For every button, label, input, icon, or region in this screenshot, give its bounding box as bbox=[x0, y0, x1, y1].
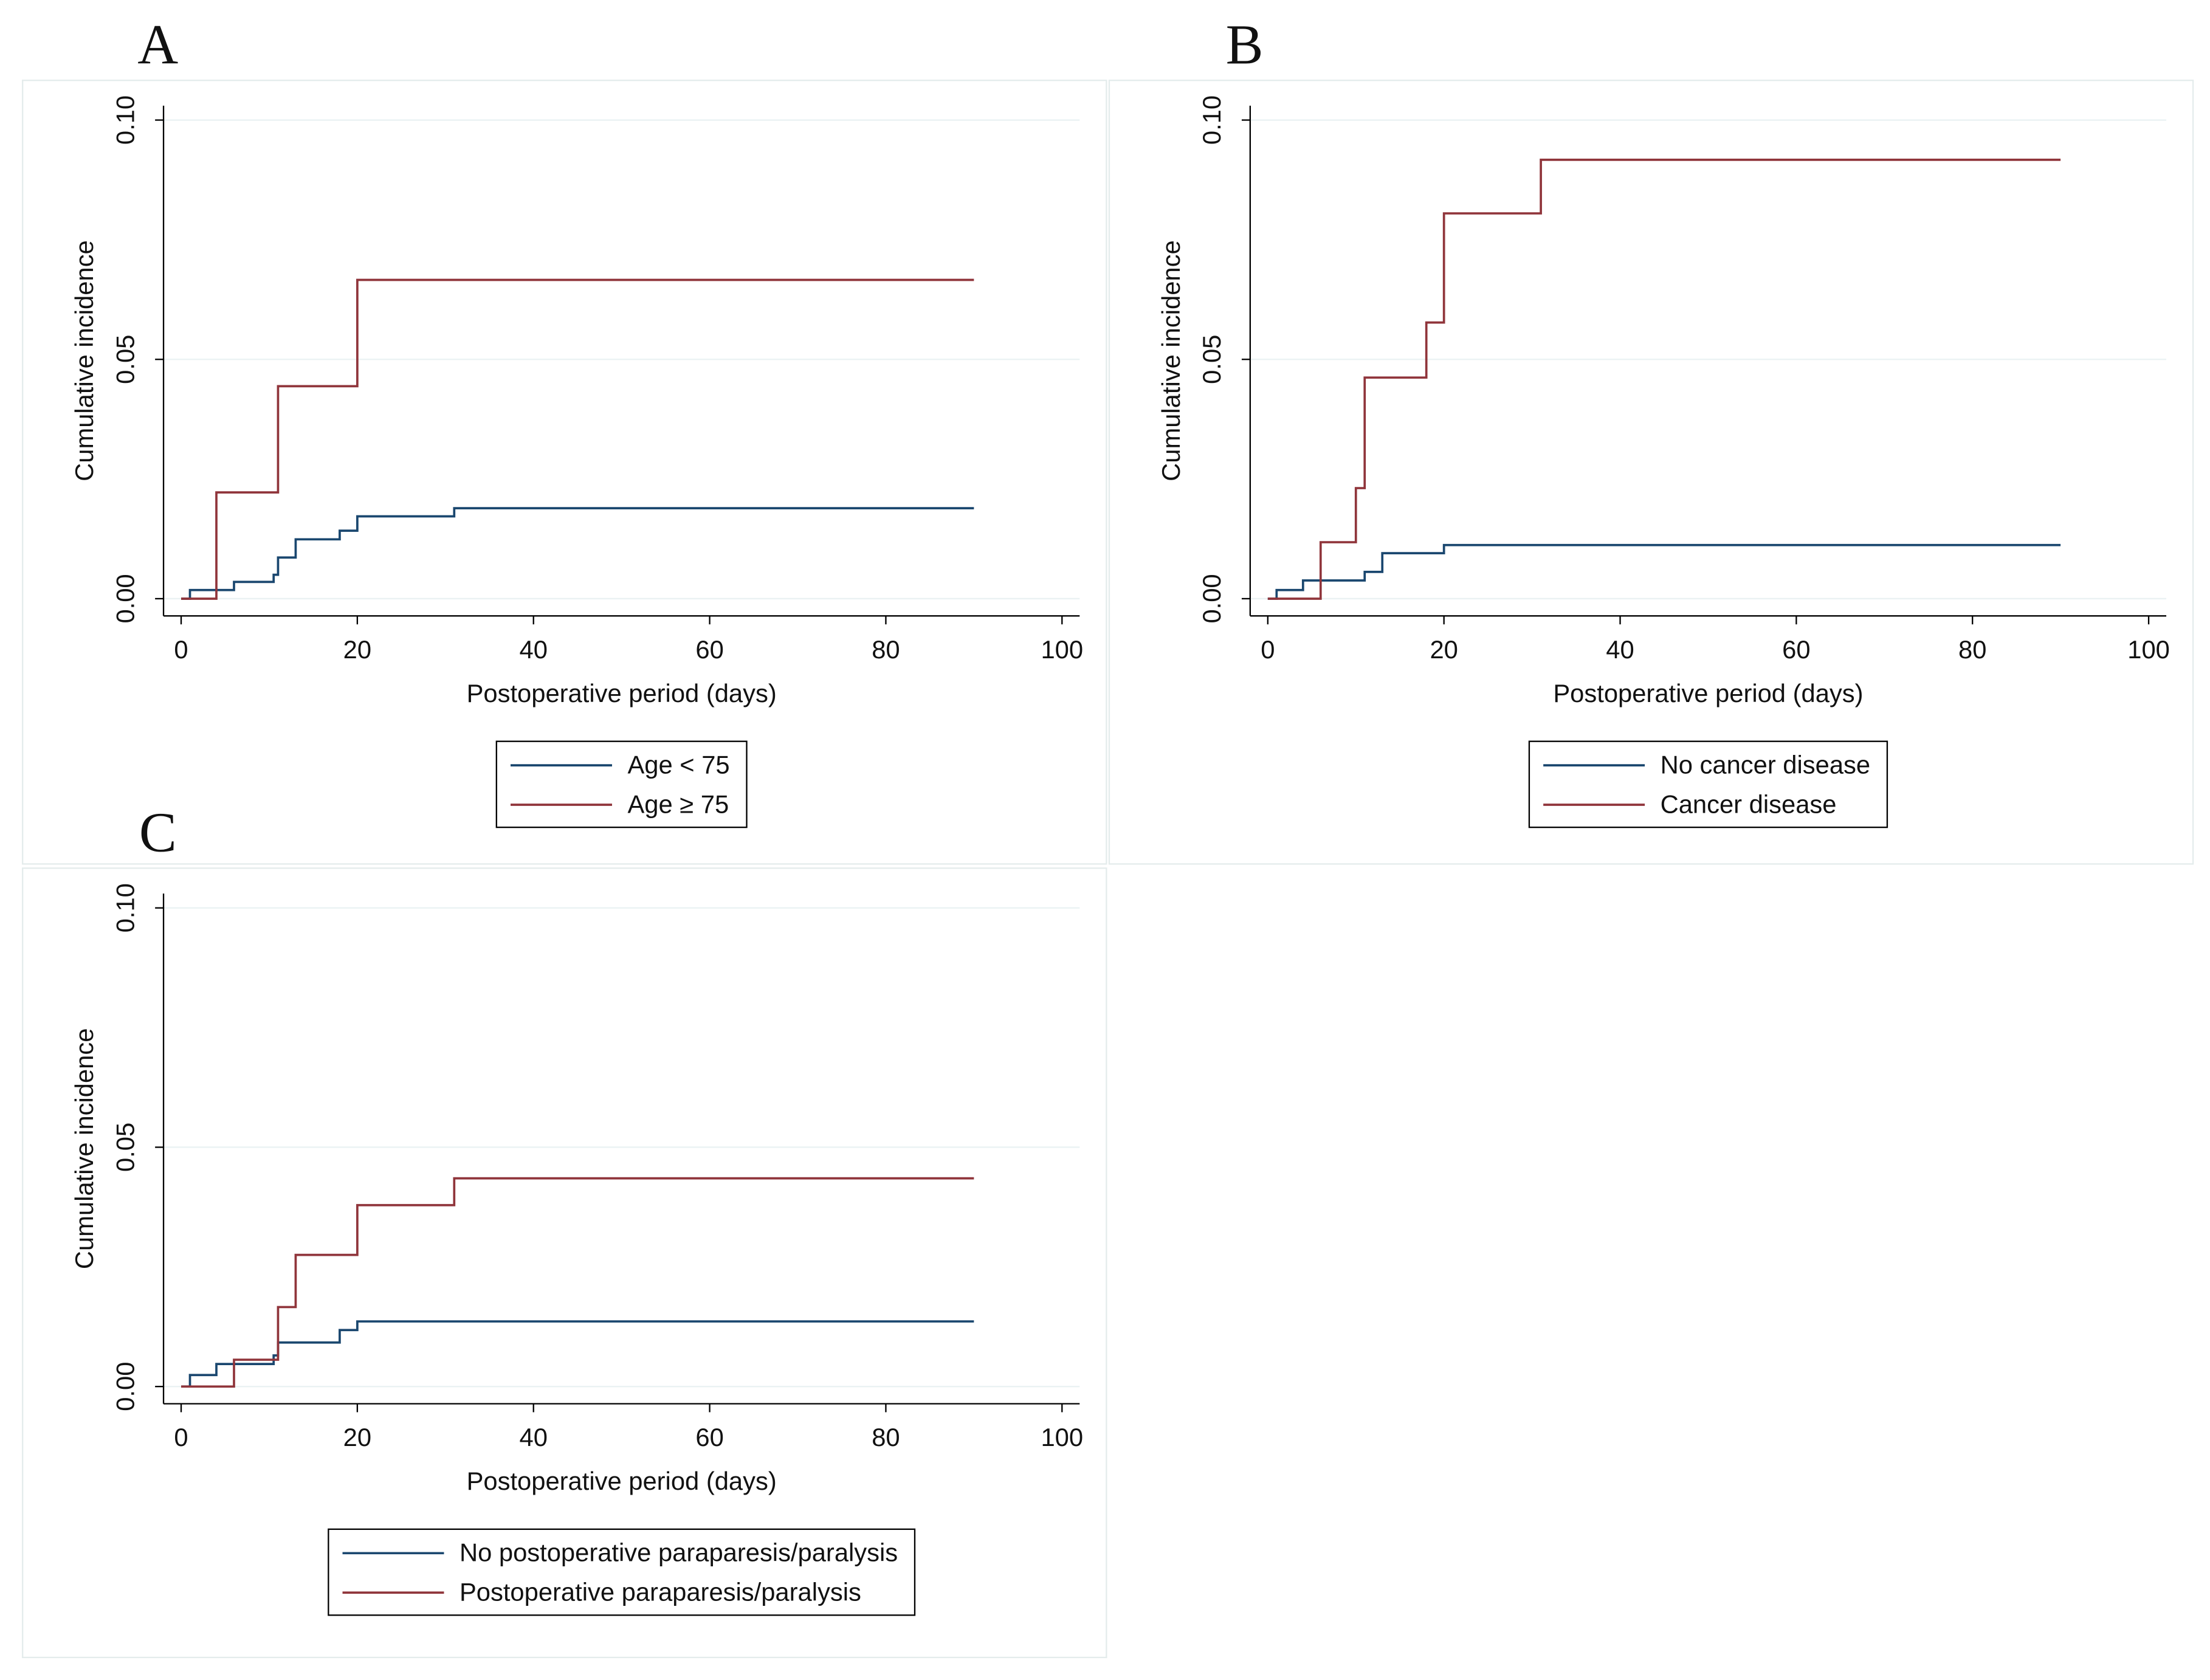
x-tick-label: 40 bbox=[520, 1423, 548, 1451]
panel-border bbox=[22, 867, 1107, 1659]
x-tick-label: 60 bbox=[1782, 635, 1810, 664]
legend-box bbox=[328, 1528, 916, 1616]
x-tick-label: 80 bbox=[872, 1423, 900, 1451]
legend: No cancer disease Cancer disease bbox=[1528, 740, 1888, 828]
y-tick-label: 0.00 bbox=[111, 574, 139, 623]
panel: A 0.00 0.05 0.10 0 20 40 60 80 100 Postoperative p… bbox=[22, 13, 1107, 865]
legend-label: No cancer disease bbox=[1661, 750, 1871, 779]
y-tick-label: 0.05 bbox=[111, 1123, 139, 1172]
y-tick-label: 0.05 bbox=[1197, 335, 1226, 384]
x-tick-label: 20 bbox=[1430, 635, 1458, 664]
legend: Age < 75 Age ≥ 75 bbox=[495, 740, 748, 828]
x-tick-label: 100 bbox=[1041, 1423, 1083, 1451]
x-tick-label: 40 bbox=[1606, 635, 1634, 664]
legend-label: Cancer disease bbox=[1661, 790, 1837, 818]
y-tick-label: 0.10 bbox=[111, 95, 139, 145]
x-tick-label: 20 bbox=[343, 635, 371, 664]
legend: No postoperative paraparesis/paralysis Po… bbox=[328, 1528, 916, 1616]
series-line bbox=[1267, 159, 2061, 600]
x-tick-label: 0 bbox=[174, 1423, 188, 1451]
series-line bbox=[181, 1320, 974, 1388]
series-line bbox=[181, 278, 974, 600]
legend-label: Age ≥ 75 bbox=[627, 790, 729, 818]
panel-border bbox=[22, 80, 1107, 865]
panel: C 0.00 0.05 0.10 0 20 40 60 80 100 Postoperative p… bbox=[22, 802, 1107, 1659]
panel-border bbox=[1108, 80, 2194, 865]
x-tick-label: 80 bbox=[872, 635, 900, 664]
x-tick-label: 0 bbox=[1261, 635, 1275, 664]
panel-label: C bbox=[139, 802, 177, 864]
x-tick-label: 60 bbox=[695, 1423, 723, 1451]
x-tick-label: 60 bbox=[695, 635, 723, 664]
x-tick-label: 100 bbox=[1041, 635, 1083, 664]
panel: B 0.00 0.05 0.10 0 20 40 60 80 100 Postoperative p… bbox=[1108, 13, 2194, 865]
y-tick-label: 0.00 bbox=[111, 1362, 139, 1411]
x-tick-label: 100 bbox=[2127, 635, 2170, 664]
x-axis-title: Postoperative period (days) bbox=[467, 679, 777, 707]
y-axis-title: Cumulative incidence bbox=[70, 1028, 98, 1270]
series-line bbox=[1267, 543, 2061, 600]
x-tick-label: 0 bbox=[174, 635, 188, 664]
y-tick-label: 0.10 bbox=[1197, 95, 1226, 145]
legend-label: Age < 75 bbox=[627, 750, 729, 779]
y-axis-title: Cumulative incidence bbox=[70, 240, 98, 481]
panel-label: B bbox=[1226, 13, 1264, 76]
x-tick-label: 80 bbox=[1958, 635, 1986, 664]
series-line bbox=[181, 1177, 974, 1388]
y-axis-title: Cumulative incidence bbox=[1157, 240, 1185, 481]
panel-label: A bbox=[137, 13, 178, 76]
x-axis-title: Postoperative period (days) bbox=[467, 1467, 777, 1495]
series-line bbox=[181, 507, 974, 600]
legend-label: No postoperative paraparesis/paralysis bbox=[460, 1538, 898, 1567]
legend-box bbox=[1528, 740, 1888, 828]
x-tick-label: 40 bbox=[520, 635, 548, 664]
legend-box bbox=[495, 740, 748, 828]
y-tick-label: 0.00 bbox=[1197, 574, 1226, 623]
y-tick-label: 0.10 bbox=[111, 883, 139, 932]
y-tick-label: 0.05 bbox=[111, 335, 139, 384]
legend-label: Postoperative paraparesis/paralysis bbox=[460, 1578, 861, 1606]
x-tick-label: 20 bbox=[343, 1423, 371, 1451]
x-axis-title: Postoperative period (days) bbox=[1553, 679, 1863, 707]
